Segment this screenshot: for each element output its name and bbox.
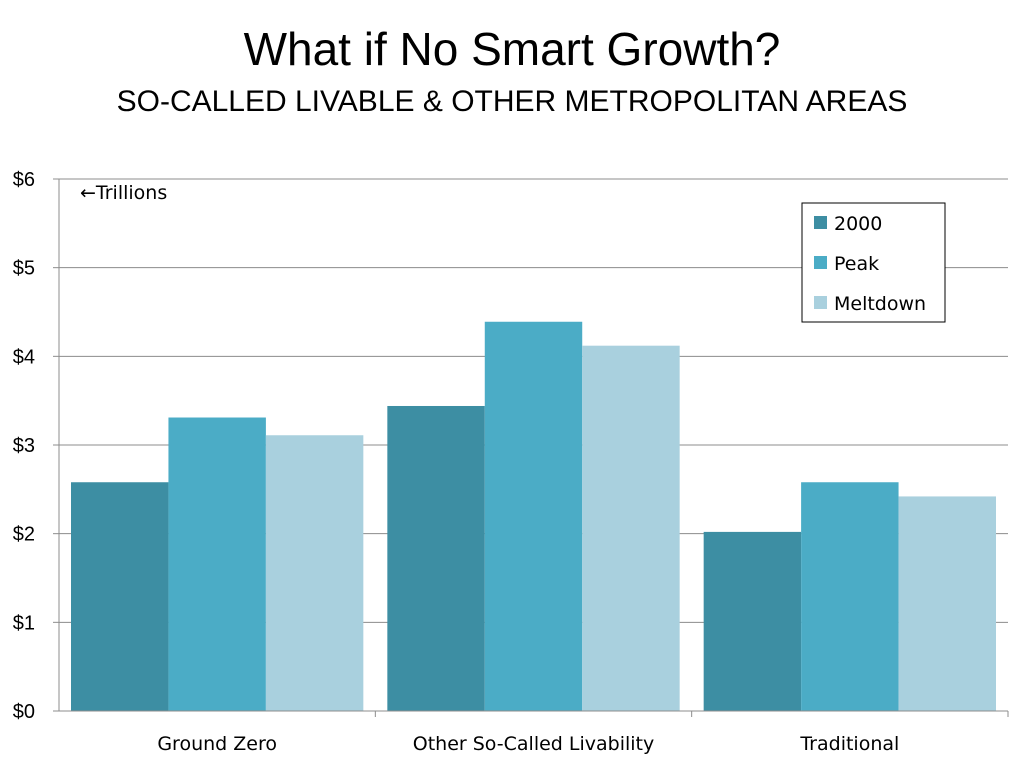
- x-category-label: Traditional: [799, 733, 899, 755]
- y-tick-label: $4: [13, 346, 35, 368]
- legend-swatch: [814, 256, 827, 269]
- y-tick-labels: $0 $1 $2 $3 $4 $5 $6: [13, 169, 35, 723]
- bar-2000: [387, 405, 485, 711]
- bars: [71, 321, 996, 711]
- legend-label: Meltdown: [834, 293, 926, 315]
- x-category-label: Other So-Called Livability: [413, 733, 654, 755]
- trillions-annotation: ←Trillions: [80, 182, 167, 204]
- bar-peak: [801, 482, 899, 711]
- bar-peak: [484, 321, 583, 711]
- chart-subtitle: SO-CALLED LIVABLE & OTHER METROPOLITAN A…: [116, 85, 908, 118]
- legend-swatch: [814, 216, 827, 229]
- x-category-label: Ground Zero: [157, 733, 277, 755]
- bar-2000: [71, 482, 169, 711]
- bar-meltdown: [265, 435, 364, 711]
- legend: 2000 Peak Meltdown: [801, 202, 946, 323]
- y-tick-label: $1: [13, 612, 35, 634]
- bar-meltdown: [898, 496, 996, 711]
- y-tick-label: $6: [13, 169, 35, 191]
- chart-title: What if No Smart Growth?: [243, 23, 781, 75]
- y-tick-label: $2: [13, 524, 35, 546]
- x-category-labels: Ground Zero Other So-Called Livability Tra…: [157, 733, 899, 755]
- y-tick-label: $5: [13, 258, 35, 280]
- legend-swatch: [814, 296, 827, 309]
- bar-peak: [168, 417, 266, 711]
- legend-label: Peak: [834, 253, 879, 275]
- y-tick-label: $3: [13, 435, 35, 457]
- y-tick-label: $0: [13, 701, 35, 723]
- legend-label: 2000: [834, 213, 882, 235]
- bar-meltdown: [582, 345, 680, 711]
- axes: [53, 178, 1009, 717]
- bar-2000: [703, 531, 802, 711]
